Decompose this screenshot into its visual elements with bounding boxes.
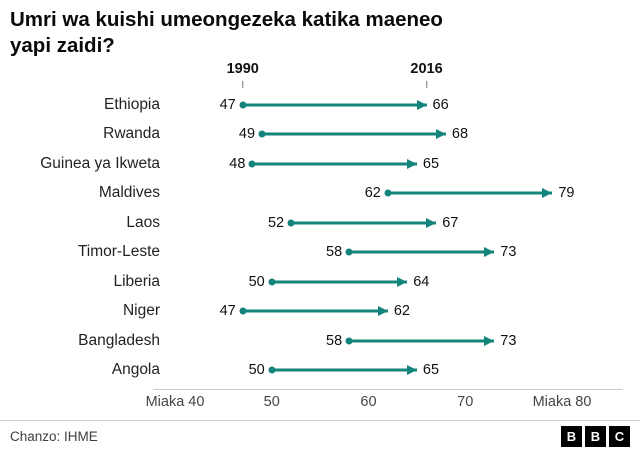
start-value: 47 (219, 96, 236, 113)
arrow-line (387, 191, 553, 195)
arrow-line (242, 103, 427, 107)
x-axis-labels: Miaka 40 50 60 70 Miaka 80 (146, 394, 592, 412)
arrow-head-icon (377, 306, 388, 317)
start-value: 50 (248, 362, 265, 379)
chart-row: Maldives 62 79 (0, 179, 640, 209)
x-axis-tick-label: Miaka 80 (532, 394, 592, 410)
row-plot: 58 73 (175, 238, 562, 268)
bbc-logo-letter: C (609, 426, 630, 447)
arrow-line (242, 309, 388, 313)
chart-row: Ethiopia 47 66 (0, 90, 640, 120)
arrow-head-icon (426, 217, 437, 228)
x-axis-line (153, 389, 623, 390)
arrow-line (262, 132, 446, 136)
arrow-head-icon (406, 365, 417, 376)
chart-row: Liberia 50 64 (0, 267, 640, 297)
row-plot: 58 73 (175, 326, 562, 356)
row-plot: 50 65 (175, 356, 562, 386)
end-value: 67 (442, 214, 459, 231)
arrow-line (349, 250, 495, 254)
row-plot: 48 65 (175, 149, 562, 179)
arrow-line (271, 368, 417, 372)
row-plot: 49 68 (175, 120, 562, 150)
arrow-line (271, 280, 408, 284)
chart-row: Bangladesh 58 73 (0, 326, 640, 356)
start-value: 48 (229, 155, 246, 172)
bbc-logo-letter: B (561, 426, 582, 447)
end-value: 66 (432, 96, 449, 113)
x-axis-tick-label: 50 (263, 394, 280, 410)
arrow-line (291, 221, 437, 225)
title-line-2: yapi zaidi? (10, 34, 115, 57)
start-value: 47 (219, 303, 236, 320)
arrow-head-icon (406, 158, 417, 169)
chart-row: Niger 47 62 (0, 297, 640, 327)
arrow-line (349, 339, 495, 343)
arrow-line (252, 162, 417, 166)
start-year-tick (241, 81, 244, 88)
country-label: Timor-Leste (77, 243, 160, 261)
arrow-head-icon (435, 129, 446, 140)
end-value: 73 (500, 244, 517, 261)
x-axis-tick-label: 60 (360, 394, 377, 410)
country-label: Laos (126, 213, 160, 231)
x-axis-tick-label: Miaka 40 (145, 394, 205, 410)
chart-rows: Ethiopia 47 66 Rwanda 49 68 Guinea ya Ikweta 48… (0, 90, 640, 385)
end-value: 64 (413, 273, 430, 290)
country-label: Niger (122, 302, 160, 320)
chart-row: Guinea ya Ikweta 48 65 (0, 149, 640, 179)
end-value: 68 (451, 126, 469, 143)
row-plot: 62 79 (175, 179, 575, 209)
end-value: 62 (393, 303, 410, 320)
country-label: Guinea ya Ikweta (40, 154, 160, 172)
source-label: Chanzo: IHME (10, 429, 98, 444)
x-axis-tick-label: 70 (457, 394, 474, 410)
chart-title: Umri wa kuishi umeongezeka katika maeneo… (10, 7, 443, 59)
country-label: Bangladesh (78, 331, 160, 349)
end-year-tick (425, 81, 428, 88)
footer: Chanzo: IHME B B C (0, 420, 640, 452)
row-plot: 47 66 (175, 90, 562, 120)
row-plot: 50 64 (175, 267, 562, 297)
country-label: Liberia (113, 272, 160, 290)
bbc-logo: B B C (561, 426, 630, 447)
chart-row: Laos 52 67 (0, 208, 640, 238)
arrow-head-icon (416, 99, 427, 110)
country-label: Angola (111, 361, 160, 379)
country-label: Maldives (98, 184, 160, 202)
start-value: 49 (238, 126, 256, 143)
start-value: 50 (248, 273, 265, 290)
country-label: Ethiopia (103, 95, 160, 113)
arrow-head-icon (484, 335, 495, 346)
start-year-label: 1990 (226, 61, 259, 77)
start-value: 52 (267, 214, 285, 231)
end-value: 79 (558, 185, 575, 202)
country-label: Rwanda (103, 125, 160, 143)
year-headers: 1990 2016 (175, 61, 562, 89)
start-value: 58 (326, 332, 343, 349)
arrow-head-icon (397, 276, 408, 287)
arrow-head-icon (484, 247, 495, 258)
row-plot: 52 67 (175, 208, 562, 238)
end-value: 65 (422, 362, 440, 379)
row-plot: 47 62 (175, 297, 562, 327)
chart-row: Rwanda 49 68 (0, 120, 640, 150)
chart-row: Angola 50 65 (0, 356, 640, 386)
title-line-1: Umri wa kuishi umeongezeka katika maeneo (10, 8, 443, 31)
bbc-logo-letter: B (585, 426, 606, 447)
start-value: 58 (326, 244, 343, 261)
chart-row: Timor-Leste 58 73 (0, 238, 640, 268)
arrow-head-icon (542, 188, 553, 199)
end-value: 73 (500, 332, 517, 349)
end-value: 65 (422, 155, 440, 172)
end-year-label: 2016 (410, 61, 443, 77)
start-value: 62 (364, 185, 381, 202)
